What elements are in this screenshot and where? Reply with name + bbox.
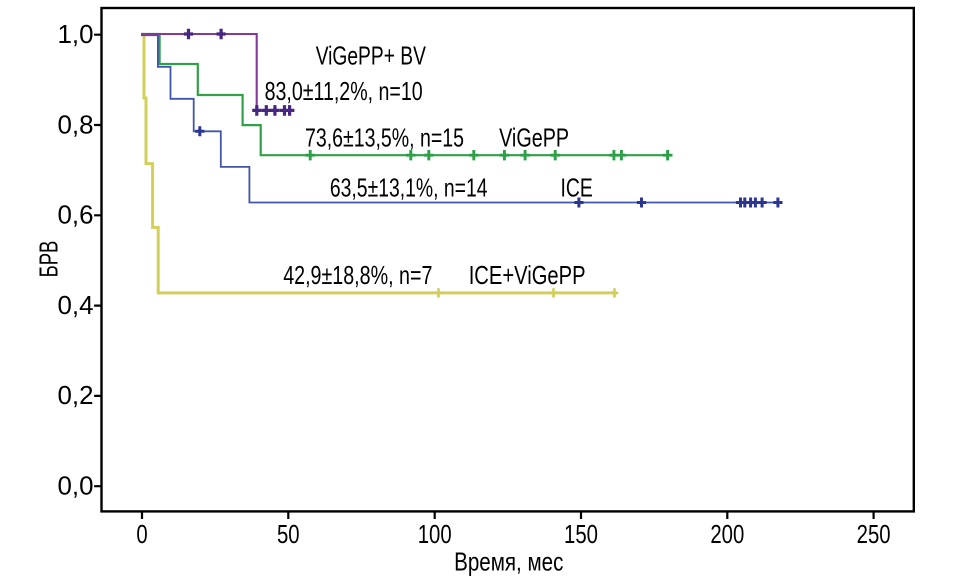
svg-text:200: 200 (710, 519, 744, 549)
svg-text:0: 0 (136, 519, 147, 549)
svg-text:0,8: 0,8 (58, 109, 94, 139)
svg-text:0,6: 0,6 (58, 200, 94, 230)
svg-text:83,0±11,2%, n=10: 83,0±11,2%, n=10 (265, 76, 423, 106)
svg-text:ICE+ViGePP: ICE+ViGePP (469, 260, 586, 290)
svg-text:БРВ: БРВ (34, 241, 64, 278)
svg-text:ICE: ICE (561, 172, 593, 202)
svg-text:ViGePP+ BV: ViGePP+ BV (316, 41, 427, 71)
svg-text:50: 50 (277, 519, 300, 549)
svg-text:0,2: 0,2 (58, 380, 94, 410)
svg-text:1,0: 1,0 (58, 19, 94, 49)
svg-text:250: 250 (857, 519, 891, 549)
svg-text:150: 150 (564, 519, 598, 549)
svg-text:42,9±18,8%, n=7: 42,9±18,8%, n=7 (283, 260, 432, 290)
svg-text:73,6±13,5%, n=15: 73,6±13,5%, n=15 (305, 122, 464, 152)
svg-text:ViGePP: ViGePP (499, 122, 569, 152)
svg-text:0,0: 0,0 (58, 471, 94, 501)
svg-text:100: 100 (418, 519, 452, 549)
svg-text:0,4: 0,4 (58, 290, 94, 320)
svg-text:Время, мес: Время, мес (454, 546, 563, 576)
svg-text:63,5±13,1%, n=14: 63,5±13,1%, n=14 (330, 172, 488, 202)
